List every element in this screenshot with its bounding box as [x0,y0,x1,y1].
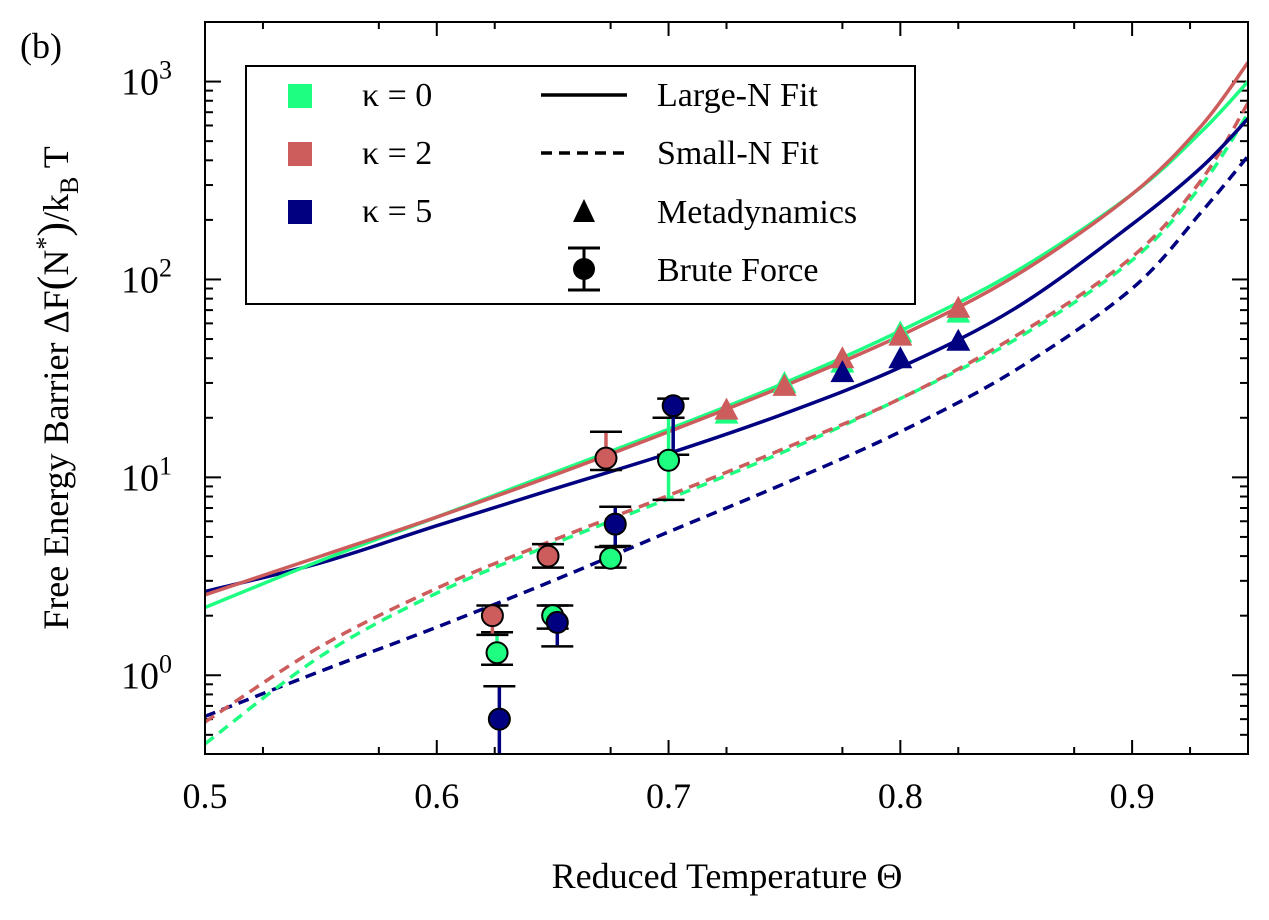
legend: κ = 0 κ = 2 κ = 5 Large-N Fit Small-N Fi… [245,65,916,305]
legend-label-large-n-fit: Large-N Fit [657,77,818,114]
y-axis-label-star: * [31,237,60,250]
brute-force-point-2 [545,610,569,634]
small-n-fit-line-2 [205,155,1248,718]
brute-force-point-2 [661,394,685,418]
legend-label-brute-force: Brute Force [657,252,818,289]
legend-label-kappa-2: κ = 2 [362,135,432,172]
data-markers [480,295,971,731]
panel-label: (b) [20,26,62,66]
metadynamics-point-1 [946,295,971,318]
brute-force-point-0 [657,448,681,472]
y-tick-label: 103 [121,56,172,104]
svg-text:Free Energy Barrier ΔF(N*)/kB: Free Energy Barrier ΔF(N*)/kB T [29,146,84,629]
legend-swatch-kappa-2 [288,142,312,166]
y-axis-label-lparen: ( [29,276,78,291]
y-tick-labels: 100 101 102 103 [121,56,172,698]
legend-label-metadynamics: Metadynamics [657,194,857,231]
large-n-fit-line-2 [205,117,1248,594]
metadynamics-point-1 [772,373,797,396]
brute-force-point-1 [594,446,618,470]
x-tick-label: 0.7 [646,776,691,816]
y-axis-label-rparen: ) [29,222,78,237]
metadynamics-point-2 [946,328,971,351]
x-tick-label: 0.6 [414,776,459,816]
legend-swatch-kappa-0 [288,84,312,108]
brute-force-point-0 [599,546,623,570]
legend-label-kappa-5: κ = 5 [362,193,432,230]
y-tick-label: 101 [121,451,172,499]
y-axis-label-n: N [36,250,76,276]
large-n-fit-line-1 [205,61,1248,597]
x-tick-label: 0.5 [183,776,228,816]
metadynamics-point-2 [830,360,855,383]
brute-force-point-1 [536,544,560,568]
fit-lines [205,61,1248,746]
y-axis-label-k: /k [36,194,76,222]
y-axis-label-sub-b: B [55,177,84,194]
small-n-fit-line-1 [205,102,1248,724]
legend-errorbar-icon [568,246,600,292]
legend-swatch-kappa-5 [288,200,312,224]
metadynamics-point-1 [888,323,913,346]
legend-label-small-n-fit: Small-N Fit [657,135,819,172]
y-axis-label-t: T [36,146,76,176]
plot-frame [204,21,1249,755]
x-tick-labels: 0.5 0.6 0.7 0.8 0.9 [183,776,1155,816]
metadynamics-point-1 [714,397,739,420]
x-tick-label: 0.9 [1110,776,1155,816]
metadynamics-point-2 [888,346,913,369]
brute-force-point-2 [487,707,511,731]
y-axis-label: Free Energy Barrier ΔF(N*)/kB T [29,146,84,629]
brute-force-point-2 [603,512,627,536]
legend-triangle-icon [573,199,595,222]
brute-force-point-0 [485,641,509,665]
x-tick-label: 0.8 [878,776,923,816]
y-tick-label: 100 [121,649,172,697]
y-axis-label-main: Free Energy Barrier ΔF [36,290,76,629]
small-n-fit-line-0 [205,112,1248,746]
brute-force-point-1 [480,604,504,628]
metadynamics-point-1 [830,346,855,369]
y-tick-label: 102 [121,253,172,301]
x-axis-label: Reduced Temperature Θ [552,856,903,896]
plot-area [205,61,1248,754]
legend-label-kappa-0: κ = 0 [362,77,432,114]
